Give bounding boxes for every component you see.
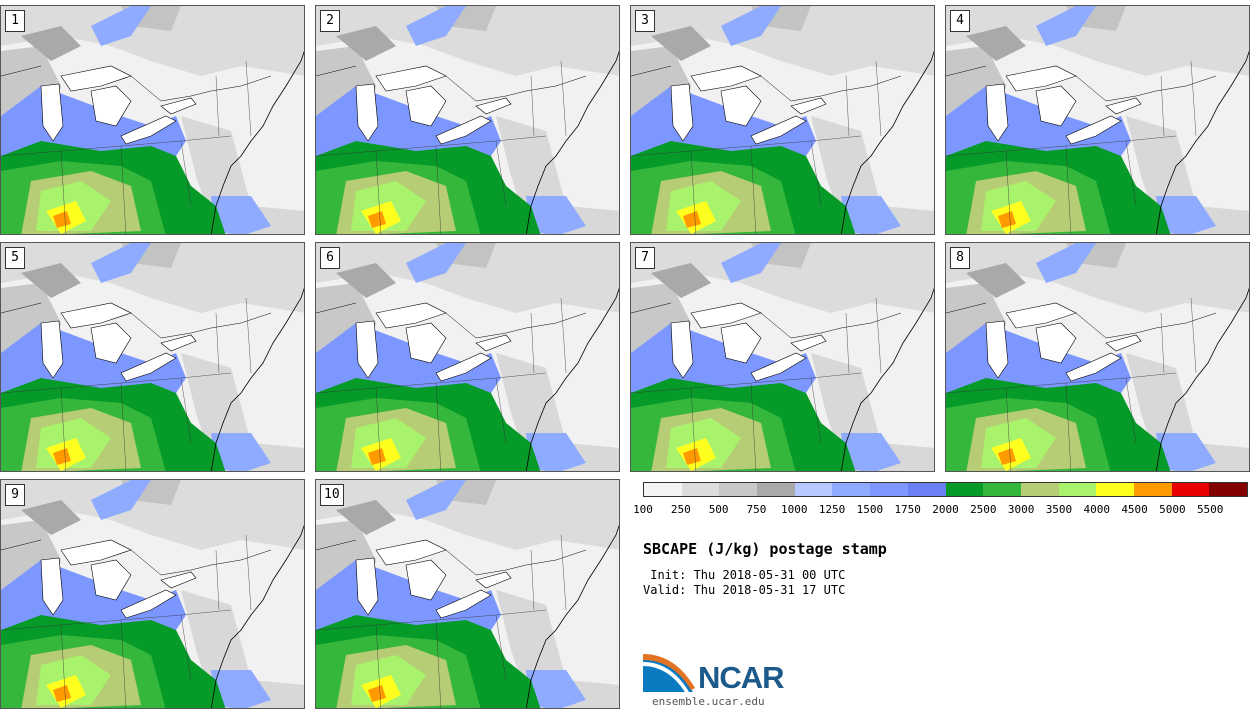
init-time: Init: Thu 2018-05-31 00 UTC [643, 568, 846, 582]
colorbar-tick-label: 1250 [818, 503, 846, 516]
member-panel-1[interactable]: 1 [0, 5, 305, 235]
colorbar-segment [907, 483, 946, 496]
colorbar-tick-label: 2500 [970, 503, 997, 516]
map-image [1, 480, 304, 708]
colorbar-segment [644, 483, 682, 496]
member-panel-2[interactable]: 2 [315, 5, 620, 235]
website-label: ensemble.ucar.edu [652, 695, 765, 708]
colorbar-segment [757, 483, 795, 496]
colorbar-segment [681, 483, 720, 496]
colorbar-ticks: 100 250 500 750 1000 1250 1500 1750 2000 2500 3000… [633, 503, 1248, 517]
member-number: 1 [5, 10, 25, 32]
map-image [1, 6, 304, 234]
map-image [316, 480, 619, 708]
colorbar-tick-label: 750 [746, 503, 767, 516]
colorbar-segment [794, 483, 833, 496]
member-panel-3[interactable]: 3 [630, 5, 935, 235]
colorbar-segment [870, 483, 908, 496]
plot-title: SBCAPE (J/kg) postage stamp [643, 540, 887, 558]
member-panel-9[interactable]: 9 [0, 479, 305, 709]
colorbar-segment [1209, 483, 1247, 496]
map-image [316, 6, 619, 234]
colorbar-tick-label: 3500 [1045, 503, 1073, 516]
member-panel-6[interactable]: 6 [315, 242, 620, 472]
colorbar-tick-label: 250 [670, 503, 691, 516]
colorbar-segment [1171, 483, 1210, 496]
map-image [631, 243, 934, 471]
colorbar-segment [983, 483, 1021, 496]
member-number: 8 [950, 247, 970, 269]
colorbar-tick-label: 4000 [1083, 503, 1111, 516]
colorbar-segment [832, 483, 871, 496]
member-panel-8[interactable]: 8 [945, 242, 1250, 472]
colorbar-tick-label: 5500 [1196, 503, 1224, 516]
member-number: 3 [635, 10, 655, 32]
map-image [316, 243, 619, 471]
member-panel-4[interactable]: 4 [945, 5, 1250, 235]
member-number: 10 [320, 484, 344, 506]
member-number: 6 [320, 247, 340, 269]
colorbar [643, 482, 1248, 497]
colorbar-segment [1058, 483, 1097, 496]
colorbar-tick-label: 2000 [932, 503, 959, 516]
member-number: 9 [5, 484, 25, 506]
map-image [946, 243, 1249, 471]
colorbar-segment [1133, 483, 1172, 496]
colorbar-tick-label: 1000 [781, 503, 808, 516]
ncar-logo-text: NCAR [698, 660, 785, 695]
colorbar-segment [1096, 483, 1134, 496]
colorbar-tick-label: 4500 [1121, 503, 1148, 516]
ncar-logo-icon [643, 654, 695, 692]
member-number: 5 [5, 247, 25, 269]
member-number: 7 [635, 247, 655, 269]
colorbar-tick-label: 100 [633, 503, 653, 516]
member-number: 2 [320, 10, 340, 32]
map-image [1, 243, 304, 471]
member-number: 4 [950, 10, 970, 32]
colorbar-tick-label: 5000 [1159, 503, 1186, 516]
map-image [946, 6, 1249, 234]
member-panel-7[interactable]: 7 [630, 242, 935, 472]
colorbar-tick-label: 1500 [856, 503, 884, 516]
colorbar-tick-label: 500 [708, 503, 729, 516]
colorbar-segment [1020, 483, 1059, 496]
valid-time: Valid: Thu 2018-05-31 17 UTC [643, 583, 846, 597]
member-panel-5[interactable]: 5 [0, 242, 305, 472]
member-panel-10[interactable]: 10 [315, 479, 620, 709]
colorbar-segment [719, 483, 758, 496]
colorbar-tick-label: 3000 [1007, 503, 1035, 516]
map-image [631, 6, 934, 234]
colorbar-segment [945, 483, 984, 496]
colorbar-tick-label: 1750 [894, 503, 921, 516]
